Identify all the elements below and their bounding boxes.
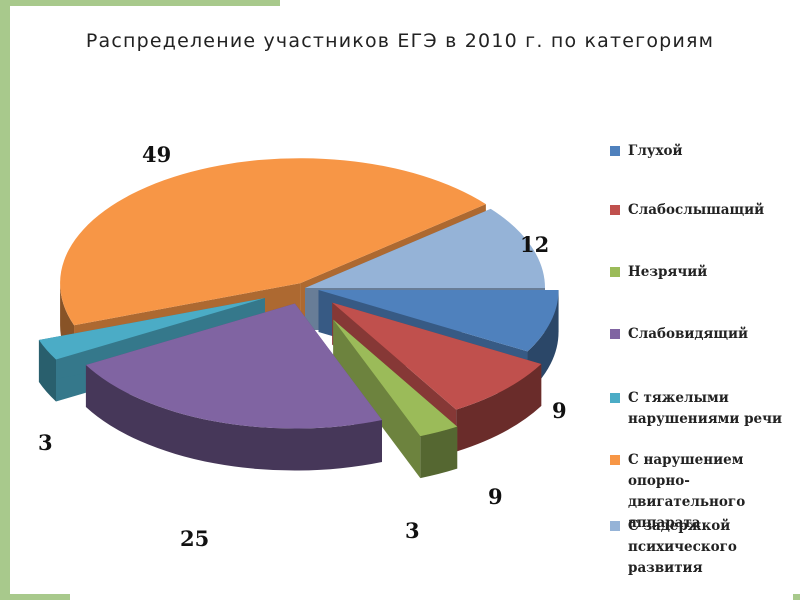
data-label-1: 9 xyxy=(488,484,503,509)
legend-item-0: Глухой xyxy=(610,141,795,162)
data-label-4: 3 xyxy=(38,430,53,455)
legend-line: развития xyxy=(628,560,703,576)
pie-slice-top xyxy=(332,302,542,410)
pie-slice-side xyxy=(38,340,56,402)
data-label-3: 25 xyxy=(180,526,210,551)
legend-swatch xyxy=(610,267,620,277)
legend-swatch xyxy=(610,521,620,531)
data-label-0: 9 xyxy=(552,398,567,423)
chart-title: Распределение участников ЕГЭ в 2010 г. п… xyxy=(85,30,715,52)
legend-swatch xyxy=(610,146,620,156)
legend-line: С тяжелыми xyxy=(628,390,729,406)
legend-line: Глухой xyxy=(628,143,683,159)
legend-swatch xyxy=(610,393,620,403)
legend-line: С задержкой xyxy=(628,518,731,534)
pie-slice-wall xyxy=(333,319,421,479)
legend-label: Слабовидящий xyxy=(628,324,795,345)
legend-swatch xyxy=(610,455,620,465)
decor-top-bar xyxy=(10,0,280,6)
legend-item-4: С тяжелыми нарушениями речи xyxy=(610,388,795,430)
pie-slice-wall xyxy=(38,298,265,383)
legend-label: С задержкой психического развития xyxy=(628,516,795,579)
legend-line: двигательного xyxy=(628,494,746,510)
pie-slice-side xyxy=(420,426,458,479)
legend-label: Глухой xyxy=(628,141,795,162)
legend-label: С тяжелыми нарушениями речи xyxy=(628,388,795,430)
data-label-6: 12 xyxy=(520,232,550,257)
legend-item-3: Слабовидящий xyxy=(610,324,795,345)
pie-slice-top xyxy=(333,319,458,437)
legend-line: С нарушением опорно- xyxy=(628,452,744,489)
legend-item-5: С нарушением опорно-двигательного аппарат… xyxy=(610,450,795,534)
legend-line: Незрячий xyxy=(628,264,708,280)
data-label-2: 3 xyxy=(405,518,420,543)
decor-left-bar xyxy=(0,0,10,600)
legend-line: психического xyxy=(628,539,737,555)
pie-slice-3 xyxy=(85,303,382,471)
legend-line: нарушениями речи xyxy=(628,411,783,427)
legend-swatch xyxy=(610,329,620,339)
pie-slice-top xyxy=(305,208,545,288)
pie-slice-top xyxy=(60,158,486,326)
legend-item-1: Слабослышащий xyxy=(610,200,795,221)
legend-swatch xyxy=(610,205,620,215)
legend-label: Незрячий xyxy=(628,262,795,283)
legend-line: Слабослышащий xyxy=(628,202,765,218)
chart-legend: Глухой Слабослышащий Незрячий Слабовидящий С… xyxy=(610,0,800,600)
data-label-5: 49 xyxy=(142,142,172,167)
pie-slice-side xyxy=(456,364,542,452)
legend-item-2: Незрячий xyxy=(610,262,795,283)
pie-slice-2 xyxy=(333,319,458,479)
legend-line: аппарата xyxy=(628,515,701,531)
legend-line: Слабовидящий xyxy=(628,326,749,342)
decor-bottom-bar xyxy=(10,594,70,600)
legend-item-6: С задержкой психического развития xyxy=(610,516,795,579)
pie-slice-top xyxy=(318,289,559,352)
legend-label: Слабослышащий xyxy=(628,200,795,221)
legend-label: С нарушением опорно-двигательного аппарат… xyxy=(628,450,795,534)
pie-slice-top xyxy=(38,298,265,360)
pie-slice-side xyxy=(85,365,382,471)
pie-slice-top xyxy=(85,303,382,429)
